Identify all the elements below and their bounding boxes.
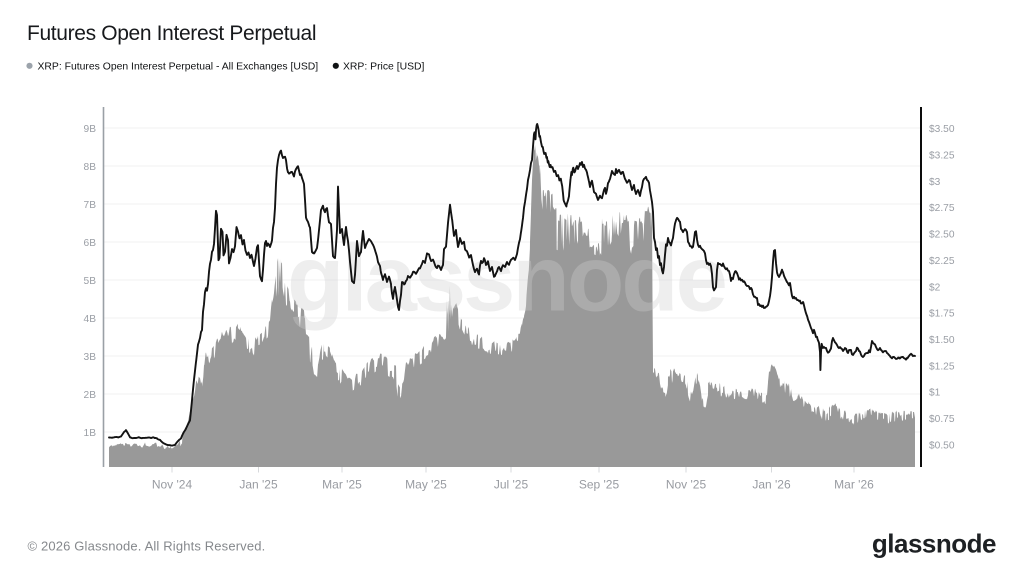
- svg-text:$0.50: $0.50: [929, 440, 955, 451]
- svg-text:$2.75: $2.75: [929, 203, 955, 214]
- svg-text:Futures Open Interest Perpetua: Futures Open Interest Perpetual: [27, 22, 316, 45]
- svg-text:7B: 7B: [84, 200, 97, 211]
- svg-text:glassnode: glassnode: [287, 226, 726, 331]
- svg-text:May '25: May '25: [405, 478, 447, 492]
- svg-text:3B: 3B: [84, 352, 97, 363]
- svg-text:$1.50: $1.50: [929, 335, 955, 346]
- svg-text:$1.75: $1.75: [929, 309, 955, 320]
- svg-text:Mar '26: Mar '26: [834, 478, 874, 492]
- svg-text:$2.50: $2.50: [929, 230, 955, 241]
- svg-text:$3.25: $3.25: [929, 150, 955, 161]
- svg-text:$2.25: $2.25: [929, 256, 955, 267]
- svg-text:$1.25: $1.25: [929, 361, 955, 372]
- svg-text:Jan '26: Jan '26: [752, 478, 791, 492]
- svg-text:Jul '25: Jul '25: [494, 478, 529, 492]
- svg-text:XRP: Price [USD]: XRP: Price [USD]: [343, 62, 425, 73]
- svg-text:$2: $2: [929, 282, 941, 293]
- svg-text:$3: $3: [929, 177, 941, 188]
- svg-text:8B: 8B: [84, 162, 97, 173]
- svg-text:$0.75: $0.75: [929, 414, 955, 425]
- svg-text:glassnode: glassnode: [872, 529, 996, 559]
- svg-text:1B: 1B: [84, 428, 97, 439]
- svg-text:6B: 6B: [84, 238, 97, 249]
- svg-text:$1: $1: [929, 388, 941, 399]
- svg-text:Jan '25: Jan '25: [239, 478, 278, 492]
- svg-text:5B: 5B: [84, 276, 97, 287]
- svg-text:XRP: Futures Open Interest Per: XRP: Futures Open Interest Perpetual - A…: [38, 62, 319, 73]
- svg-text:2B: 2B: [84, 390, 97, 401]
- svg-text:4B: 4B: [84, 314, 97, 325]
- svg-text:© 2026 Glassnode. All Rights R: © 2026 Glassnode. All Rights Reserved.: [28, 539, 266, 554]
- svg-text:Nov '24: Nov '24: [152, 478, 193, 492]
- svg-text:Sep '25: Sep '25: [579, 478, 620, 492]
- svg-text:9B: 9B: [84, 124, 97, 135]
- svg-text:$3.50: $3.50: [929, 124, 955, 135]
- svg-text:Nov '25: Nov '25: [666, 478, 707, 492]
- svg-text:Mar '25: Mar '25: [322, 478, 362, 492]
